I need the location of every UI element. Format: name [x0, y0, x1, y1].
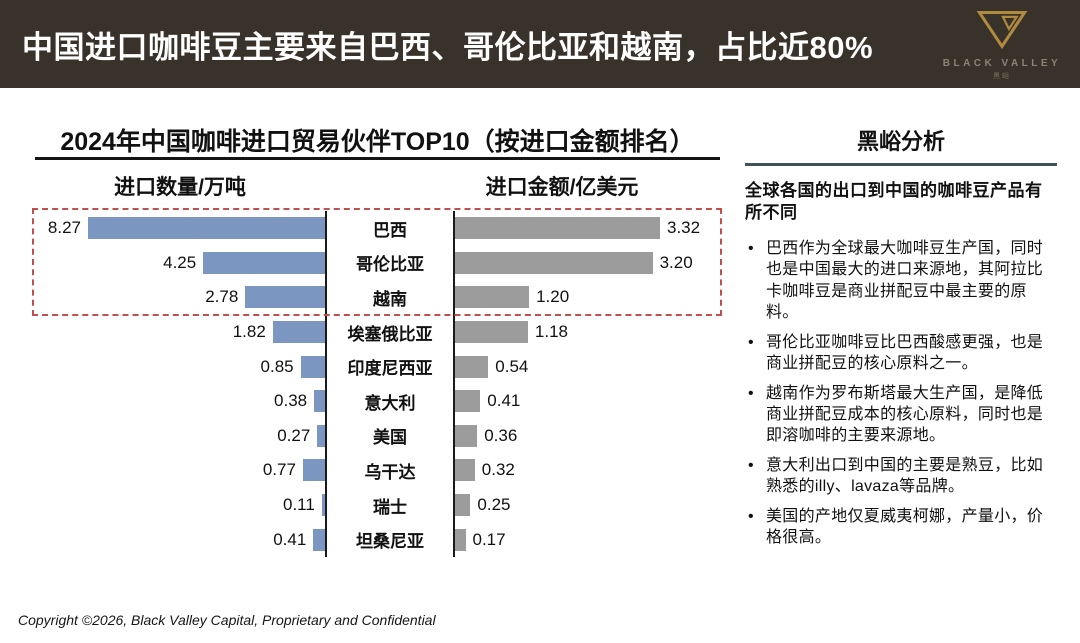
chart-row: 1.82 埃塞俄比亚 1.18 [35, 314, 735, 350]
analysis-bullet-list: 巴西作为全球最大咖啡豆生产国，同时也是中国最大的进口来源地，其阿拉比卡咖啡豆是商… [745, 238, 1057, 549]
left-value-label: 0.11 [282, 495, 315, 515]
right-value-label: 0.32 [481, 460, 515, 480]
left-value-label: 0.27 [277, 425, 311, 445]
country-label: 乌干达 [325, 453, 455, 488]
chart-row: 4.25 哥伦比亚 3.20 [35, 245, 735, 281]
left-value-label: 0.77 [262, 460, 296, 480]
chart-row: 0.41 坦桑尼亚 0.17 [35, 522, 735, 557]
country-label: 埃塞俄比亚 [325, 314, 455, 350]
left-bar [313, 528, 325, 551]
black-valley-triangle-icon [976, 9, 1028, 54]
analysis-bullet: 巴西作为全球最大咖啡豆生产国，同时也是中国最大的进口来源地，其阿拉比卡咖啡豆是商… [745, 238, 1057, 324]
chart-row: 0.77 乌干达 0.32 [35, 453, 735, 488]
left-value-label: 4.25 [163, 252, 197, 272]
right-bar [455, 528, 466, 551]
country-label: 坦桑尼亚 [325, 522, 455, 557]
right-bar [455, 390, 481, 413]
analysis-panel: 黑峪分析 全球各国的出口到中国的咖啡豆产品有所不同 巴西作为全球最大咖啡豆生产国… [745, 124, 1057, 557]
country-label: 越南 [325, 280, 455, 315]
analysis-title-underline [745, 163, 1057, 166]
left-axis-label: 进口数量/万吨 [114, 176, 246, 199]
left-bar [245, 286, 325, 309]
analysis-intro: 全球各国的出口到中国的咖啡豆产品有所不同 [745, 181, 1043, 223]
logo-brand-text: BLACK VALLEY [942, 58, 1062, 69]
header-bar: 中国进口咖啡豆主要来自巴西、哥伦比亚和越南，占比近80% BLACK VALLE… [0, 0, 1080, 88]
right-value-label: 0.25 [477, 495, 511, 515]
left-bar [88, 217, 325, 240]
right-bar [455, 286, 530, 309]
right-axis-label: 进口金额/亿美元 [485, 176, 639, 199]
right-value-label: 0.36 [484, 425, 518, 445]
right-value-label: 0.17 [472, 529, 506, 549]
left-bar [272, 321, 325, 344]
chart-row: 0.11 瑞士 0.25 [35, 487, 735, 523]
country-label: 瑞士 [325, 487, 455, 523]
country-label: 印度尼西亚 [325, 349, 455, 384]
right-bar [455, 217, 660, 240]
left-bar [203, 251, 325, 274]
right-bar [455, 494, 471, 517]
left-value-label: 0.41 [273, 529, 307, 549]
left-bar [321, 494, 325, 517]
logo-sub-text: 黑峪 [993, 73, 1011, 80]
right-value-label: 0.41 [487, 391, 521, 411]
country-label: 美国 [325, 418, 455, 454]
right-value-label: 1.18 [534, 322, 568, 342]
left-value-label: 0.85 [260, 356, 294, 376]
chart-row: 0.27 美国 0.36 [35, 418, 735, 454]
right-bar [455, 321, 528, 344]
chart-rows: 8.27 巴西 3.32 4.25 哥伦比亚 3.20 2.78 越南 1.20 1.82 埃塞俄比… [35, 211, 735, 557]
right-bar [455, 424, 478, 447]
chart-title-underline [35, 157, 720, 160]
analysis-bullet: 哥伦比亚咖啡豆比巴西酸感更强，也是商业拼配豆的核心原料之一。 [745, 332, 1057, 375]
chart-row: 0.85 印度尼西亚 0.54 [35, 349, 735, 384]
country-label: 巴西 [325, 211, 455, 246]
country-label: 哥伦比亚 [325, 245, 455, 281]
left-value-label: 2.78 [205, 287, 239, 307]
chart-row: 0.38 意大利 0.41 [35, 383, 735, 419]
right-bar [455, 355, 489, 378]
right-value-label: 3.32 [667, 218, 701, 238]
chart-row: 8.27 巴西 3.32 [35, 211, 735, 246]
analysis-bullet: 越南作为罗布斯塔最大生产国，是降低商业拼配豆成本的核心原料，同时也是即溶咖啡的主… [745, 383, 1057, 447]
left-bar [300, 355, 325, 378]
analysis-title: 黑峪分析 [856, 129, 945, 154]
left-value-label: 1.82 [232, 322, 266, 342]
left-bar [302, 459, 325, 482]
right-bar [455, 251, 653, 274]
right-value-label: 0.54 [495, 356, 529, 376]
page-title: 中国进口咖啡豆主要来自巴西、哥伦比亚和越南，占比近80% [22, 29, 874, 65]
analysis-bullet: 美国的产地仅夏威夷柯娜，产量小，价格很高。 [745, 506, 1057, 549]
chart-title: 2024年中国咖啡进口贸易伙伴TOP10（按进口金额排名） [60, 128, 695, 156]
copyright-text: Copyright ©2026, Black Valley Capital, P… [18, 612, 436, 628]
black-valley-logo: BLACK VALLEY 黑峪 [938, 6, 1066, 84]
chart-row: 2.78 越南 1.20 [35, 280, 735, 315]
left-bar [317, 424, 325, 447]
right-value-label: 1.20 [536, 287, 570, 307]
left-value-label: 8.27 [47, 218, 81, 238]
analysis-bullet: 意大利出口到中国的主要是熟豆，比如熟悉的illy、lavaza等品牌。 [745, 455, 1057, 498]
left-value-label: 0.38 [274, 391, 308, 411]
country-label: 意大利 [325, 383, 455, 419]
right-value-label: 3.20 [659, 252, 693, 272]
right-bar [455, 459, 475, 482]
left-bar [314, 390, 325, 413]
